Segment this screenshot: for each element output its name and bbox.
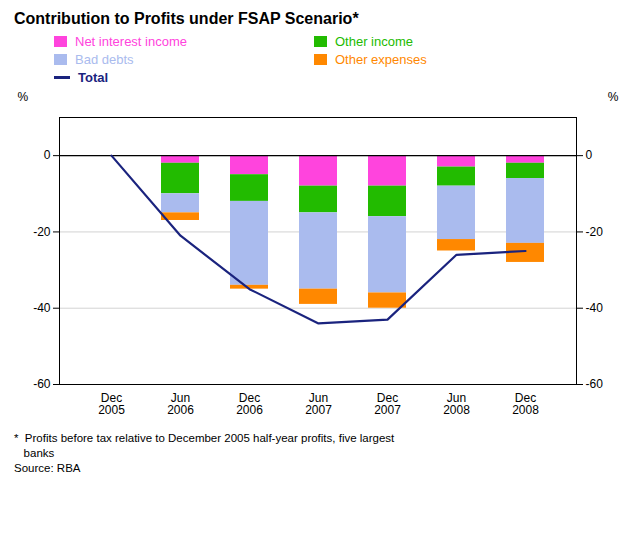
svg-text:%: % <box>18 90 29 104</box>
html-text:Net interest income: Net interest income <box>75 34 187 49</box>
html-text:Other expenses: Other expenses <box>335 52 427 67</box>
html-text:Other income: Other income <box>335 34 413 49</box>
svg-text:Dec2007: Dec2007 <box>374 391 401 417</box>
html-text:Contribution to Profits under: Contribution to Profits under FSAP Scena… <box>14 10 359 27</box>
svg-text:-40: -40 <box>586 301 604 315</box>
svg-text:-20: -20 <box>586 225 604 239</box>
svg-text:0: 0 <box>44 148 51 162</box>
svg-text:-20: -20 <box>33 225 51 239</box>
svg-text:0: 0 <box>586 148 593 162</box>
html-text:* Profits before tax relative: * Profits before tax relative to Decembe… <box>14 432 395 474</box>
svg-text:-60: -60 <box>586 377 604 391</box>
svg-text:Jun2008: Jun2008 <box>443 391 470 417</box>
svg-text:Dec2005: Dec2005 <box>98 391 125 417</box>
svg-text:-60: -60 <box>33 377 51 391</box>
svg-text:Jun2006: Jun2006 <box>167 391 194 417</box>
html-text:Total: Total <box>78 70 109 85</box>
svg-text:Dec2008: Dec2008 <box>512 391 539 417</box>
svg-text:Dec2006: Dec2006 <box>236 391 263 417</box>
svg-text:%: % <box>608 90 619 104</box>
svg-text:-40: -40 <box>33 301 51 315</box>
svg-text:Jun2007: Jun2007 <box>305 391 332 417</box>
html-text:Bad debts: Bad debts <box>75 52 134 67</box>
